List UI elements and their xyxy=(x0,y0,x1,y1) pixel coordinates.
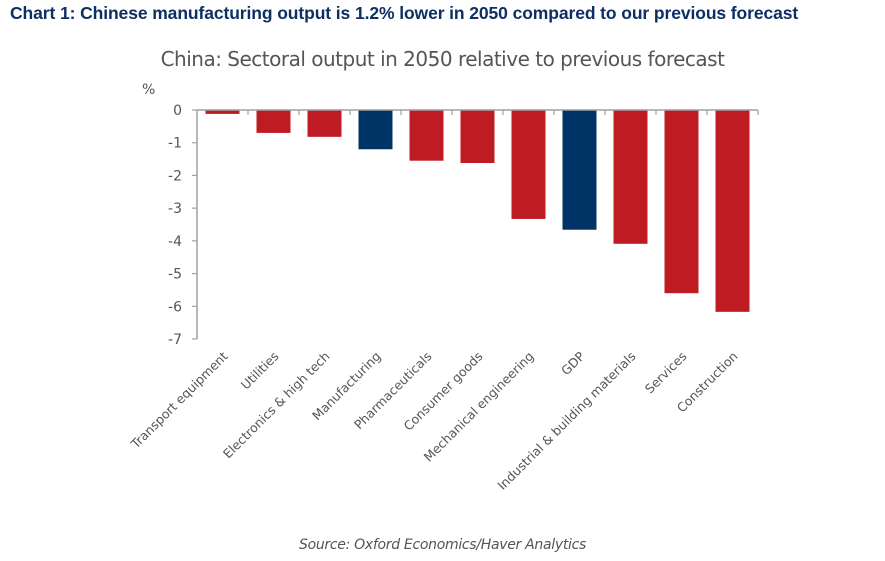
y-tick-label: -2 xyxy=(168,168,182,184)
bar-industrial-building-materials xyxy=(613,110,648,244)
x-tick-label: Transport equipment xyxy=(127,348,231,452)
bar-utilities xyxy=(256,110,291,133)
y-axis: 0 -1 -2 -3 -4 -5 -6 -7 xyxy=(168,103,198,348)
bar-gdp xyxy=(562,110,597,230)
bar-consumer-goods xyxy=(460,110,495,163)
chart-title: China: Sectoral output in 2050 relative … xyxy=(160,47,725,71)
bar-mechanical-engineering xyxy=(511,110,546,219)
y-tick-label: -6 xyxy=(168,299,182,315)
y-tick-label: -5 xyxy=(168,267,182,283)
y-tick-label: -7 xyxy=(168,332,182,348)
y-tick-label: -1 xyxy=(168,136,182,152)
x-tick-label: Utilities xyxy=(238,349,282,393)
header-title: Chart 1: Chinese manufacturing output is… xyxy=(10,3,799,23)
bar-transport-equipment xyxy=(205,110,240,114)
x-tick-label: GDP xyxy=(558,348,588,378)
y-axis-label: % xyxy=(142,82,155,98)
y-tick-label: -3 xyxy=(168,201,182,217)
x-tick-label: Services xyxy=(642,349,690,397)
y-tick-label: 0 xyxy=(173,103,182,119)
y-tick-label: -4 xyxy=(168,234,182,250)
bar-pharmaceuticals xyxy=(409,110,444,161)
bar-electronics-high-tech xyxy=(307,110,342,137)
source-note: Source: Oxford Economics/Haver Analytics xyxy=(298,537,587,553)
bar-construction xyxy=(715,110,750,312)
bar-services xyxy=(664,110,699,294)
x-axis: Transport equipment UtilitiesElectronics … xyxy=(127,109,759,493)
bars xyxy=(205,110,750,312)
bar-manufacturing xyxy=(358,110,393,150)
